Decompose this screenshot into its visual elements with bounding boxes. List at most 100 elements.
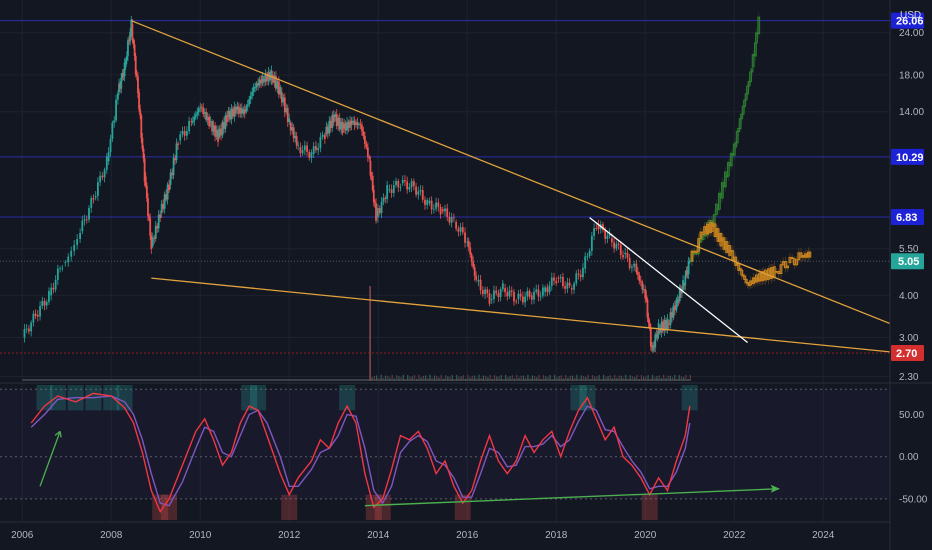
volume-bar	[440, 374, 442, 381]
candle	[450, 217, 453, 223]
candle	[641, 281, 644, 290]
candle	[784, 261, 787, 269]
candle	[97, 182, 99, 196]
candle	[52, 287, 55, 290]
candle	[726, 162, 730, 177]
candle	[312, 146, 315, 154]
candle	[490, 299, 493, 300]
candle	[28, 328, 30, 332]
candle	[279, 87, 282, 95]
volume-bar	[460, 376, 462, 381]
volume-bar	[667, 375, 669, 381]
volume-bar	[587, 374, 589, 381]
candle	[369, 161, 372, 176]
candle	[448, 216, 451, 223]
candle	[190, 120, 193, 122]
overbought-highlight	[116, 385, 133, 411]
volume-bar	[620, 375, 622, 381]
candle	[459, 227, 462, 232]
candle	[115, 99, 117, 121]
candle	[234, 106, 237, 114]
volume-spike	[369, 286, 371, 381]
candle	[243, 109, 246, 114]
candle	[469, 247, 472, 255]
candle	[359, 124, 362, 125]
volume-bar	[634, 376, 636, 381]
volume-bar	[585, 377, 587, 381]
candle	[388, 189, 391, 191]
candle	[230, 108, 233, 120]
candle	[718, 192, 721, 210]
candle	[455, 221, 458, 229]
candle	[172, 157, 175, 176]
candle	[166, 184, 169, 200]
time-axis[interactable]: 2006 2008 2010 2012 2014 2016 2018 2020 2022 2024	[11, 530, 835, 541]
candle	[550, 277, 553, 286]
price-tick-label: 3.00	[899, 333, 919, 344]
candle	[334, 113, 337, 118]
price-level-badge-label: 26.06	[896, 16, 924, 28]
candle	[337, 117, 340, 126]
candle	[36, 314, 39, 317]
price-axis[interactable]: 2.30 3.00 4.00 5.50 14.00 18.00 24.00	[899, 28, 924, 383]
candle	[39, 306, 41, 317]
volume-bar	[400, 376, 402, 381]
oscillator-axis[interactable]: 50.00 0.00 -50.00	[899, 410, 928, 505]
volume-bar	[511, 375, 513, 381]
volume-bar	[520, 375, 522, 381]
price-series	[23, 12, 812, 353]
time-tick-label: 2006	[11, 530, 34, 541]
trendlines[interactable]	[131, 20, 891, 353]
candle	[738, 268, 742, 271]
volume-bar	[404, 379, 407, 381]
volume-bar	[445, 375, 447, 381]
candle	[374, 202, 376, 204]
price-badges: 26.06 10.29 6.83 2.70 5.05	[891, 12, 924, 361]
candle	[231, 108, 234, 117]
volume-bar	[538, 374, 540, 381]
candle	[395, 180, 397, 186]
candle	[687, 261, 690, 275]
candle	[430, 200, 433, 210]
volume-bar	[560, 375, 562, 381]
candle	[510, 290, 513, 292]
candle	[154, 225, 157, 239]
candle	[242, 109, 245, 114]
volume-bar	[671, 377, 674, 381]
candle	[193, 116, 196, 121]
oscillator-band	[0, 389, 890, 499]
candle	[257, 83, 259, 86]
candle	[790, 256, 794, 260]
candle	[755, 32, 758, 44]
candle	[295, 136, 298, 146]
candle	[619, 244, 622, 256]
candle	[568, 282, 571, 286]
candle	[205, 112, 208, 121]
volume-bar	[453, 379, 456, 381]
volume-bar	[471, 375, 473, 381]
candle	[103, 169, 106, 178]
candle	[224, 115, 227, 129]
candle	[179, 134, 182, 141]
volume-bar	[482, 375, 485, 381]
volume-bar	[549, 375, 551, 381]
candle	[109, 139, 112, 153]
volume-bar	[540, 378, 542, 381]
candle	[671, 312, 673, 318]
candle	[426, 200, 429, 205]
oscillator-tick-label: 0.00	[899, 452, 919, 463]
candle	[101, 175, 104, 178]
volume-bar	[623, 377, 625, 381]
candle	[446, 208, 449, 217]
candle	[732, 143, 736, 156]
candle	[282, 97, 285, 103]
overbought-highlight	[103, 385, 120, 411]
candle	[786, 265, 790, 269]
candle	[533, 291, 535, 300]
candle	[749, 71, 752, 82]
candle	[672, 305, 675, 318]
candle	[25, 328, 28, 330]
projection-alt	[690, 217, 812, 290]
candle	[477, 279, 480, 282]
